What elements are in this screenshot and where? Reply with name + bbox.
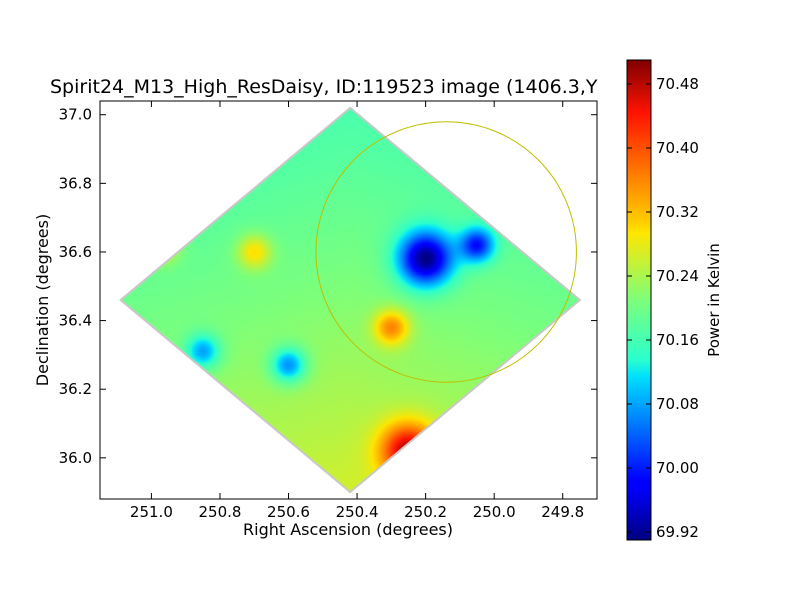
chart-title: Spirit24_M13_High_ResDaisy, ID:119523 im…	[50, 76, 598, 98]
x-axis-ticks: 251.0 250.8 250.6 250.4 250.2 250.0 249.8	[130, 101, 584, 521]
x-tick-label: 250.6	[267, 503, 310, 521]
colorbar-tick-label: 70.08	[656, 395, 699, 413]
colorbar-tick-label: 70.24	[656, 267, 699, 285]
y-tick-label: 36.2	[59, 380, 92, 398]
x-tick-label: 250.4	[336, 503, 379, 521]
colorbar-label: Power in Kelvin	[705, 243, 723, 357]
x-tick-label: 251.0	[130, 503, 173, 521]
x-tick-label: 249.8	[541, 503, 584, 521]
colorbar-tick-label: 70.40	[656, 139, 699, 157]
y-tick-label: 37.0	[59, 106, 92, 124]
colorbar-tick-label: 70.00	[656, 459, 699, 477]
plot-area: 251.0 250.8 250.6 250.4 250.2 250.0 249.8 36.0…	[59, 100, 598, 521]
region-circle	[315, 121, 577, 383]
y-tick-label: 36.6	[59, 243, 92, 261]
colorbar-tick-label: 70.32	[656, 203, 699, 221]
y-axis-ticks: 36.0 36.2 36.4 36.6 36.8 37.0	[59, 106, 597, 467]
colorbar-tick-label: 70.16	[656, 331, 699, 349]
colorbar: 70.48 70.40 70.32 70.24 70.16 70.08 70.00 69.92…	[626, 59, 723, 541]
plot-frame	[99, 100, 598, 500]
colorbar-bar	[626, 59, 652, 541]
y-tick-label: 36.8	[59, 174, 92, 192]
map-footprint-edge	[119, 106, 582, 494]
colorbar-tick-label: 70.48	[656, 75, 699, 93]
y-tick-label: 36.0	[59, 449, 92, 467]
x-tick-label: 250.0	[473, 503, 516, 521]
x-axis-label: Right Ascension (degrees)	[243, 520, 453, 539]
y-tick-label: 36.4	[59, 312, 92, 330]
y-axis-label: Declination (degrees)	[33, 214, 52, 386]
colorbar-ticks: 70.48 70.40 70.32 70.24 70.16 70.08 70.00 69.92	[627, 75, 699, 541]
x-tick-label: 250.2	[404, 503, 447, 521]
colorbar-tick-label: 69.92	[656, 523, 699, 541]
x-tick-label: 250.8	[198, 503, 241, 521]
